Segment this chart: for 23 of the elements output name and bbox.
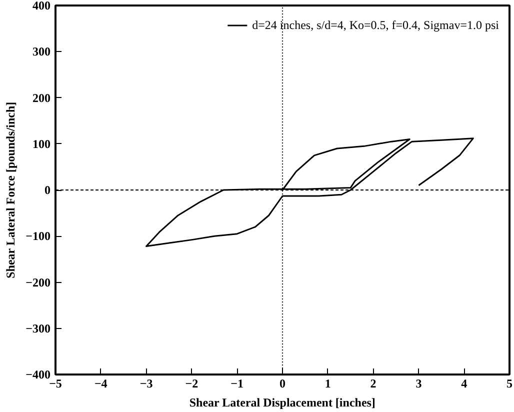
x-tick-label: −5 (49, 376, 62, 390)
x-tick-label: 1 (324, 376, 331, 390)
y-tick-label: −100 (26, 229, 51, 244)
x-tick-label: 0 (280, 376, 286, 390)
x-tick-label: −3 (140, 376, 153, 390)
x-tick-label: 3 (416, 376, 422, 390)
x-tick-label: 2 (370, 376, 376, 390)
x-axis-title: Shear Lateral Displacement [inches] (189, 396, 376, 410)
y-tick-label: 100 (32, 136, 50, 151)
y-axis-title: Shear Lateral Force [pounds/inch] (4, 102, 18, 278)
y-tick-label: 400 (32, 0, 50, 12)
y-tick-label: −400 (26, 368, 51, 382)
x-tick-label: 4 (461, 376, 468, 390)
x-tick-label: −2 (185, 376, 198, 390)
x-tick-label: −4 (94, 376, 108, 390)
y-tick-label: −200 (26, 275, 51, 290)
y-tick-label: −300 (26, 321, 51, 336)
y-tick-label: 0 (44, 183, 50, 197)
x-tick-label: 5 (506, 376, 512, 390)
x-tick-label: −1 (230, 376, 244, 390)
legend-label: d=24 inches, s/d=4, Ko=0.5, f=0.4, Sigmav=1.0 psi (252, 18, 499, 32)
y-tick-label: 200 (32, 90, 50, 105)
y-tick-label: 300 (32, 44, 50, 59)
